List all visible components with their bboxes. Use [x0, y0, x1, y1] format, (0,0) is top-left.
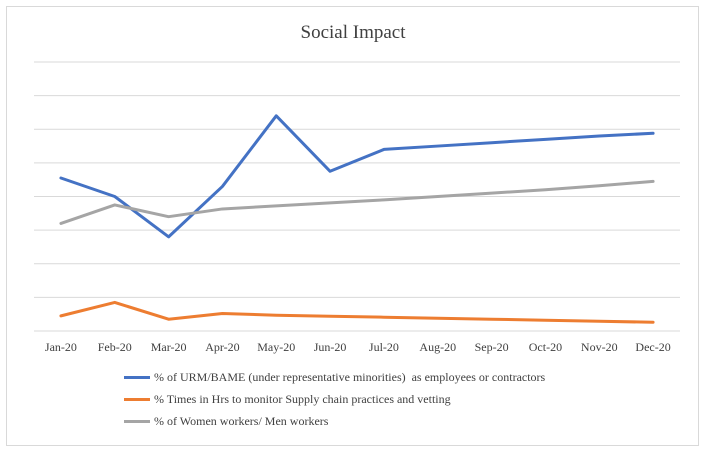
x-tick-label: May-20 — [257, 340, 295, 354]
legend-label: % of URM/BAME (under representative mino… — [154, 369, 546, 384]
legend-swatch — [124, 397, 150, 401]
legend-label: % Times in Hrs to monitor Supply chain p… — [154, 391, 451, 406]
legend-swatch — [124, 375, 150, 379]
legend-label: % of Women workers/ Men workers — [154, 413, 329, 428]
x-tick-label: Jun-20 — [314, 340, 347, 354]
x-tick-label: Sep-20 — [475, 340, 509, 354]
legend-swatch — [124, 419, 150, 423]
x-tick-label: Oct-20 — [529, 340, 562, 354]
legend: % of URM/BAME (under representative mino… — [124, 366, 545, 432]
chart-frame — [6, 6, 699, 446]
x-tick-label: Dec-20 — [635, 340, 670, 354]
x-tick-label: Apr-20 — [205, 340, 239, 354]
x-tick-label: Nov-20 — [581, 340, 618, 354]
x-tick-label: Jul-20 — [369, 340, 399, 354]
x-tick-label: Mar-20 — [151, 340, 187, 354]
legend-item-3: % of Women workers/ Men workers — [124, 410, 545, 432]
series-line-1 — [59, 114, 655, 239]
legend-item-2: % Times in Hrs to monitor Supply chain p… — [124, 388, 545, 410]
chart-title: Social Impact — [300, 22, 406, 43]
x-tick-label: Aug-20 — [419, 340, 456, 354]
legend-item-1: % of URM/BAME (under representative mino… — [124, 366, 545, 388]
x-tick-label: Feb-20 — [98, 340, 132, 354]
series-line-3 — [59, 179, 655, 225]
x-tick-label: Jan-20 — [45, 340, 77, 354]
series-line-2 — [59, 300, 655, 324]
